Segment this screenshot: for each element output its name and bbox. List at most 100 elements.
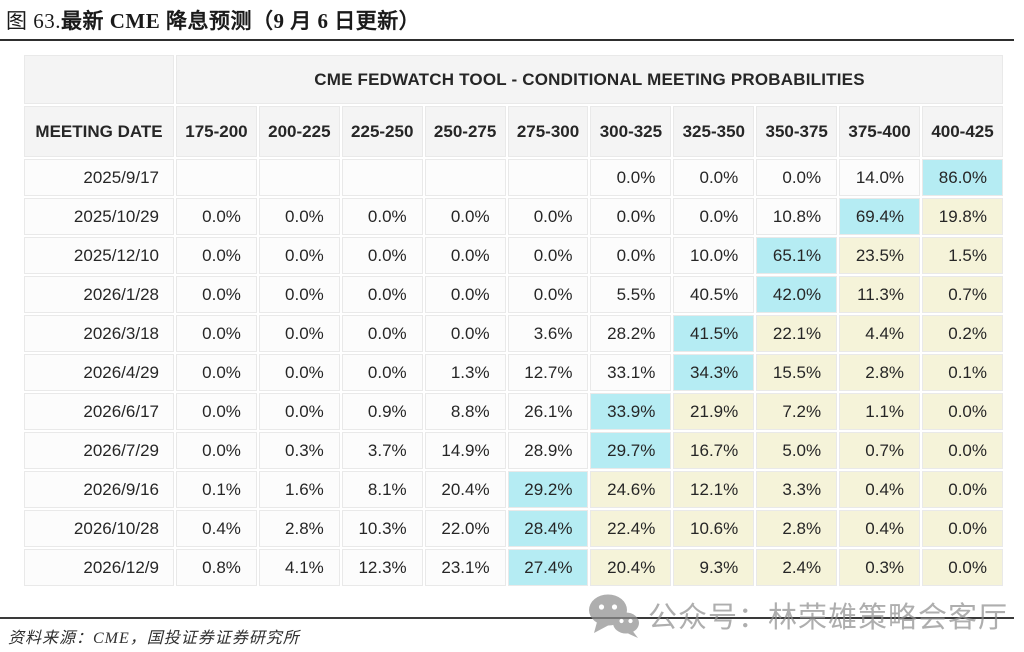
probability-cell xyxy=(176,159,257,196)
probability-cell: 3.7% xyxy=(341,432,423,469)
col-header-rate-range: 275-300 xyxy=(507,106,589,157)
probability-cell: 0.0% xyxy=(341,354,423,391)
probability-cell: 0.0% xyxy=(590,198,672,235)
col-header-rate-range: 400-425 xyxy=(922,106,1003,157)
probability-cell: 0.3% xyxy=(839,549,921,586)
probability-cell: 0.0% xyxy=(176,432,257,469)
meeting-date-cell: 2026/3/18 xyxy=(24,315,174,352)
table-row: 2025/9/17 0.0% 0.0% 0.0% 14.0% 86.0% xyxy=(24,159,1003,196)
probability-cell: 65.1% xyxy=(756,237,838,274)
probability-cell: 0.1% xyxy=(922,354,1003,391)
col-header-rate-range: 375-400 xyxy=(839,106,921,157)
probability-cell: 0.9% xyxy=(341,393,423,430)
probability-cell: 0.0% xyxy=(176,276,257,313)
probability-cell: 3.3% xyxy=(756,471,838,508)
probability-cell: 86.0% xyxy=(922,159,1003,196)
probability-cell: 15.5% xyxy=(756,354,838,391)
probability-cell xyxy=(507,159,589,196)
col-header-rate-range: 300-325 xyxy=(590,106,672,157)
probability-cell: 0.0% xyxy=(341,198,423,235)
source-note: 资料来源：CME，国投证券证券研究所 xyxy=(8,630,300,647)
table-row: 2026/12/9 0.8% 4.1% 12.3% 23.1% 27.4% 20.4% 9.3… xyxy=(24,549,1003,586)
probability-cell: 5.5% xyxy=(590,276,672,313)
probability-cell: 0.0% xyxy=(176,393,257,430)
probability-cell: 10.6% xyxy=(673,510,755,547)
probability-cell: 8.1% xyxy=(341,471,423,508)
table-band-title: CME FEDWATCH TOOL - CONDITIONAL MEETING … xyxy=(176,55,1003,104)
figure-bottom-divider xyxy=(0,617,1014,619)
col-header-meeting-date: MEETING DATE xyxy=(24,106,174,157)
table-row: 2025/10/29 0.0% 0.0% 0.0% 0.0% 0.0% 0.0% 0.0% 10… xyxy=(24,198,1003,235)
col-header-rate-range: 250-275 xyxy=(424,106,506,157)
probability-cell xyxy=(424,159,506,196)
meeting-date-cell: 2026/6/17 xyxy=(24,393,174,430)
meeting-date-cell: 2026/10/28 xyxy=(24,510,174,547)
probability-cell: 33.9% xyxy=(590,393,672,430)
probability-cell: 0.0% xyxy=(922,510,1003,547)
probability-cell: 4.4% xyxy=(839,315,921,352)
probability-cell: 2.8% xyxy=(839,354,921,391)
probability-cell: 28.9% xyxy=(507,432,589,469)
table-row: 2026/4/29 0.0% 0.0% 0.0% 1.3% 12.7% 33.1% 34.3%… xyxy=(24,354,1003,391)
watermark: 公众号：林荣雄策略会客厅 xyxy=(588,592,1008,638)
probability-cell: 42.0% xyxy=(756,276,838,313)
probability-cell: 2.4% xyxy=(756,549,838,586)
table-row: 2026/10/28 0.4% 2.8% 10.3% 22.0% 28.4% 22.4% 10… xyxy=(24,510,1003,547)
probability-cell: 10.8% xyxy=(756,198,838,235)
probability-cell: 1.6% xyxy=(258,471,340,508)
probability-cell: 8.8% xyxy=(424,393,506,430)
probability-cell: 22.1% xyxy=(756,315,838,352)
fedwatch-probabilities-table: CME FEDWATCH TOOL - CONDITIONAL MEETING … xyxy=(22,53,1005,588)
probability-cell: 0.8% xyxy=(176,549,257,586)
table-row: 2025/12/10 0.0% 0.0% 0.0% 0.0% 0.0% 0.0% 10.0% 6… xyxy=(24,237,1003,274)
probability-cell: 0.0% xyxy=(258,237,340,274)
col-header-rate-range: 325-350 xyxy=(673,106,755,157)
probability-cell: 28.4% xyxy=(507,510,589,547)
watermark-text: 公众号：林荣雄策略会客厅 xyxy=(648,602,1009,634)
probability-cell: 0.0% xyxy=(922,393,1003,430)
meeting-date-cell: 2026/4/29 xyxy=(24,354,174,391)
probability-cell: 2.8% xyxy=(258,510,340,547)
probability-cell: 0.0% xyxy=(922,471,1003,508)
probability-cell: 0.4% xyxy=(176,510,257,547)
probability-cell: 20.4% xyxy=(424,471,506,508)
probability-cell: 0.0% xyxy=(176,315,257,352)
meeting-date-cell: 2026/12/9 xyxy=(24,549,174,586)
probability-cell: 0.0% xyxy=(176,354,257,391)
probability-cell: 1.1% xyxy=(839,393,921,430)
table-row: 2026/6/17 0.0% 0.0% 0.9% 8.8% 26.1% 33.9% 21.9%… xyxy=(24,393,1003,430)
probability-cell: 0.0% xyxy=(341,237,423,274)
figure-title-text: 最新 CME 降息预测（9 月 6 日更新） xyxy=(61,9,421,33)
probability-cell: 0.1% xyxy=(176,471,257,508)
col-header-rate-range: 350-375 xyxy=(756,106,838,157)
probability-cell: 28.2% xyxy=(590,315,672,352)
probability-cell xyxy=(258,159,340,196)
probability-cell: 10.0% xyxy=(673,237,755,274)
probability-cell: 27.4% xyxy=(507,549,589,586)
probability-cell: 0.0% xyxy=(341,276,423,313)
probability-cell: 69.4% xyxy=(839,198,921,235)
probability-cell: 2.8% xyxy=(756,510,838,547)
meeting-date-cell: 2026/7/29 xyxy=(24,432,174,469)
probability-cell: 23.5% xyxy=(839,237,921,274)
probability-cell: 14.0% xyxy=(839,159,921,196)
meeting-date-cell: 2025/9/17 xyxy=(24,159,174,196)
table-row: 2026/1/28 0.0% 0.0% 0.0% 0.0% 0.0% 5.5% 40.5% 42… xyxy=(24,276,1003,313)
probability-cell: 41.5% xyxy=(673,315,755,352)
probability-cell: 33.1% xyxy=(590,354,672,391)
probability-cell: 23.1% xyxy=(424,549,506,586)
probability-cell: 22.0% xyxy=(424,510,506,547)
probability-cell: 12.1% xyxy=(673,471,755,508)
meeting-date-cell: 2025/10/29 xyxy=(24,198,174,235)
probability-cell: 40.5% xyxy=(673,276,755,313)
col-header-rate-range: 225-250 xyxy=(341,106,423,157)
probability-cell: 5.0% xyxy=(756,432,838,469)
table-row: 2026/7/29 0.0% 0.3% 3.7% 14.9% 28.9% 29.7% 16.7… xyxy=(24,432,1003,469)
col-header-rate-range: 175-200 xyxy=(176,106,257,157)
probability-cell: 0.0% xyxy=(258,393,340,430)
band-header-row: CME FEDWATCH TOOL - CONDITIONAL MEETING … xyxy=(24,55,1003,104)
probability-cell: 14.9% xyxy=(424,432,506,469)
probability-cell: 0.0% xyxy=(756,159,838,196)
probability-cell: 11.3% xyxy=(839,276,921,313)
